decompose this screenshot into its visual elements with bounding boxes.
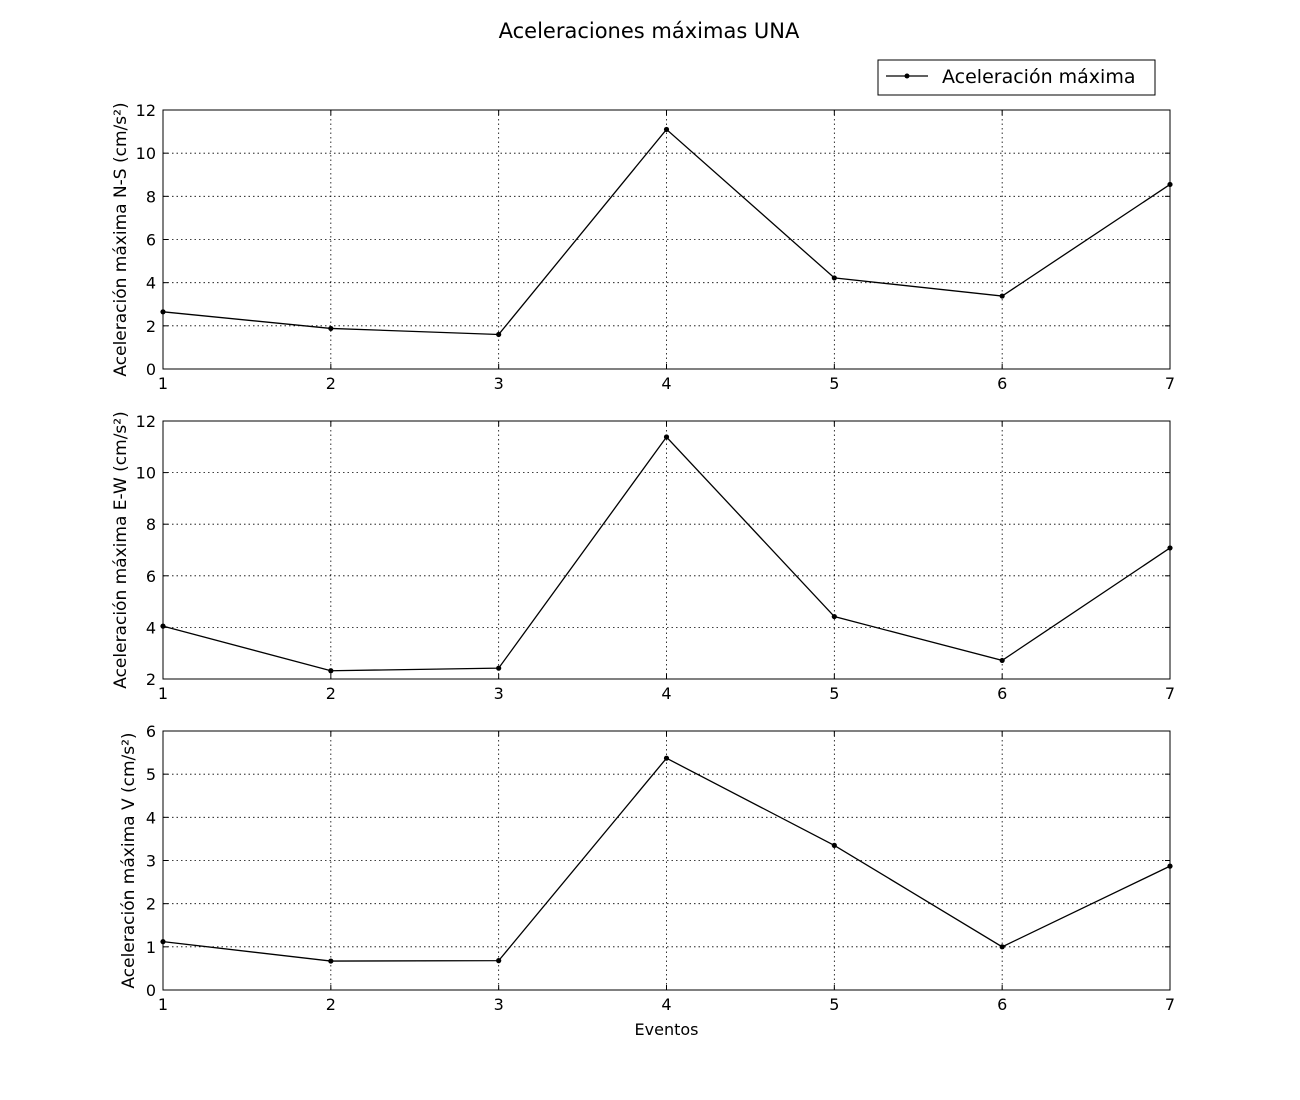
x-tick-label: 3 <box>494 684 504 703</box>
y-tick-label: 12 <box>136 412 156 431</box>
x-tick-label: 1 <box>158 995 168 1014</box>
data-point <box>1167 863 1173 869</box>
x-tick-label: 3 <box>494 995 504 1014</box>
data-point <box>160 623 166 629</box>
data-point <box>496 958 502 964</box>
axes-frame <box>162 730 1171 991</box>
y-tick-label: 5 <box>146 765 156 784</box>
y-tick-label: 2 <box>146 895 156 914</box>
legend-label: Aceleración máxima <box>942 66 1135 88</box>
data-point <box>1167 181 1173 188</box>
x-tick-label: 6 <box>997 374 1007 393</box>
data-point <box>328 668 334 674</box>
y-tick-label: 3 <box>146 852 156 871</box>
x-tick-label: 1 <box>158 374 168 393</box>
x-tick-label: 4 <box>661 374 671 393</box>
y-tick-label: 8 <box>146 187 156 206</box>
data-point <box>831 275 837 281</box>
y-tick-label: 4 <box>146 808 156 827</box>
data-point <box>999 657 1005 664</box>
x-tick-label: 7 <box>1165 995 1175 1014</box>
data-point <box>328 325 334 332</box>
x-tick-label: 4 <box>661 684 671 703</box>
data-point <box>496 331 502 338</box>
x-tick-label: 7 <box>1165 374 1175 393</box>
x-tick-label: 5 <box>829 374 839 393</box>
y-tick-label: 4 <box>146 618 156 637</box>
y-axis-label-ns: Aceleración máxima N-S (cm/s²) <box>111 102 131 376</box>
data-point <box>999 293 1005 299</box>
y-tick-label: 0 <box>146 360 156 379</box>
y-tick-label: 8 <box>146 515 156 534</box>
data-point <box>328 958 334 964</box>
data-point <box>663 126 670 133</box>
y-tick-label: 10 <box>136 144 156 163</box>
figure-title: Aceleraciones máximas UNA <box>499 19 800 43</box>
y-tick-label: 10 <box>136 464 156 483</box>
legend-marker-sample <box>904 73 910 79</box>
y-axis-label-ew: Aceleración máxima E-W (cm/s²) <box>111 411 131 689</box>
data-point <box>999 944 1005 950</box>
legend-frame <box>877 59 1156 96</box>
data-point <box>160 939 166 945</box>
x-tick-label: 6 <box>997 684 1007 703</box>
y-tick-label: 2 <box>146 670 156 689</box>
data-point <box>831 613 837 620</box>
data-point <box>663 434 670 440</box>
y-tick-label: 6 <box>146 231 156 250</box>
data-point <box>160 309 166 315</box>
x-tick-label: 5 <box>829 684 839 703</box>
data-point <box>496 665 502 671</box>
x-axis-label: Eventos <box>635 1020 699 1039</box>
x-tick-label: 6 <box>997 995 1007 1014</box>
y-tick-label: 12 <box>136 101 156 120</box>
x-tick-label: 5 <box>829 995 839 1014</box>
data-point <box>1167 545 1173 551</box>
y-tick-label: 6 <box>146 722 156 741</box>
x-tick-label: 2 <box>326 995 336 1014</box>
data-point <box>831 842 837 848</box>
y-tick-label: 6 <box>146 567 156 586</box>
y-tick-label: 4 <box>146 274 156 293</box>
legend: Aceleración máxima <box>877 59 1156 96</box>
y-tick-label: 1 <box>146 938 156 957</box>
y-tick-label: 2 <box>146 317 156 336</box>
plot-area <box>163 421 1170 679</box>
axes-frame <box>162 109 1171 370</box>
x-tick-label: 4 <box>661 995 671 1014</box>
x-tick-label: 2 <box>326 374 336 393</box>
y-axis-label-v: Aceleración máxima V (cm/s²) <box>119 732 139 988</box>
x-tick-label: 3 <box>494 374 504 393</box>
x-tick-label: 7 <box>1165 684 1175 703</box>
data-point <box>663 755 670 761</box>
x-tick-label: 1 <box>158 684 168 703</box>
x-tick-label: 2 <box>326 684 336 703</box>
y-tick-label: 0 <box>146 981 156 1000</box>
